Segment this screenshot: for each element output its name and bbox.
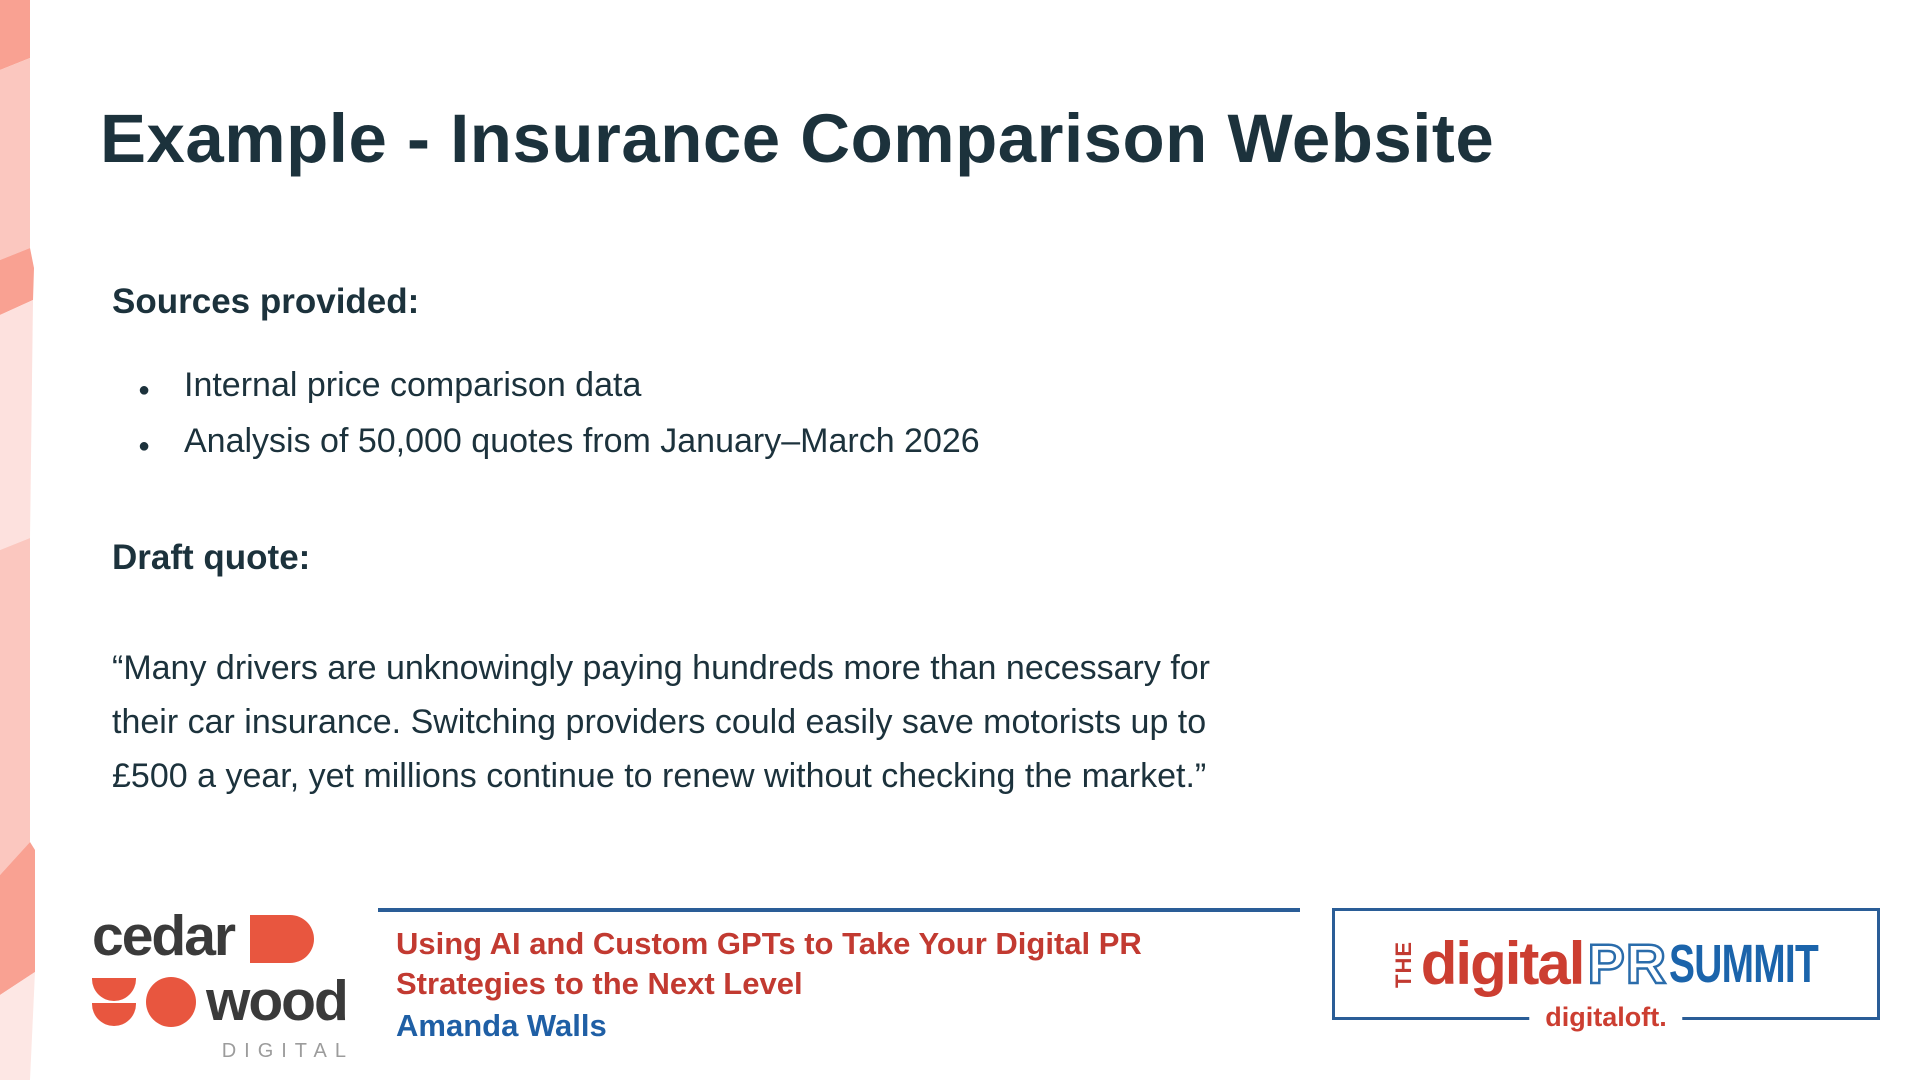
sources-bullet-list: ● Internal price comparison data ● Analy… [138,360,980,472]
quote-line: £500 a year, yet millions continue to re… [112,757,1207,795]
digital-pr-summit-logo: THE digital PR SUMMIT digitaloft. [1332,908,1880,1033]
session-speaker: Amanda Walls [396,1008,607,1043]
draft-quote-heading: Draft quote: [112,538,311,577]
page-title: Example - Insurance Comparison Website [100,100,1495,177]
sources-heading: Sources provided: [112,282,420,321]
quote-line: “Many drivers are unknowingly paying hun… [112,649,1210,687]
cedarwood-logo: cedar wood DIGITAL [92,908,354,1063]
summit-byline: digitaloft. [1529,1002,1683,1033]
bullet-icon: ● [138,379,151,401]
bullet-text: Internal price comparison data [184,366,642,404]
left-accent-strip [0,0,35,1080]
stacked-arcs-icon [92,977,136,1026]
cedarwood-tagline: DIGITAL [221,1040,354,1062]
cedarwood-word-cedar: cedar [92,904,236,968]
summit-pr-label: PR [1586,932,1668,995]
pill-shape-icon [250,914,315,963]
cedarwood-logo-row2: wood [92,973,354,1030]
list-item: ● Analysis of 50,000 quotes from January… [138,416,980,472]
summit-digital-label: digital [1420,930,1586,997]
session-title-line: Using AI and Custom GPTs to Take Your Di… [396,926,1142,961]
list-item: ● Internal price comparison data [138,360,980,416]
circle-icon [146,976,196,1027]
cedarwood-logo-row1: cedar [92,908,354,965]
session-info: Using AI and Custom GPTs to Take Your Di… [378,908,1300,1046]
summit-summit-label: SUMMIT [1669,934,1819,994]
quote-line: their car insurance. Switching providers… [112,703,1207,741]
session-divider-line [378,908,1300,912]
summit-the-label: THE [1390,940,1416,988]
quote-paragraph: “Many drivers are unknowingly paying hun… [112,641,1210,803]
bullet-text: Analysis of 50,000 quotes from January–M… [184,422,980,460]
bullet-icon: ● [138,435,151,457]
session-title-line: Strategies to the Next Level [396,966,803,1001]
cedarwood-word-wood: wood [206,969,349,1033]
